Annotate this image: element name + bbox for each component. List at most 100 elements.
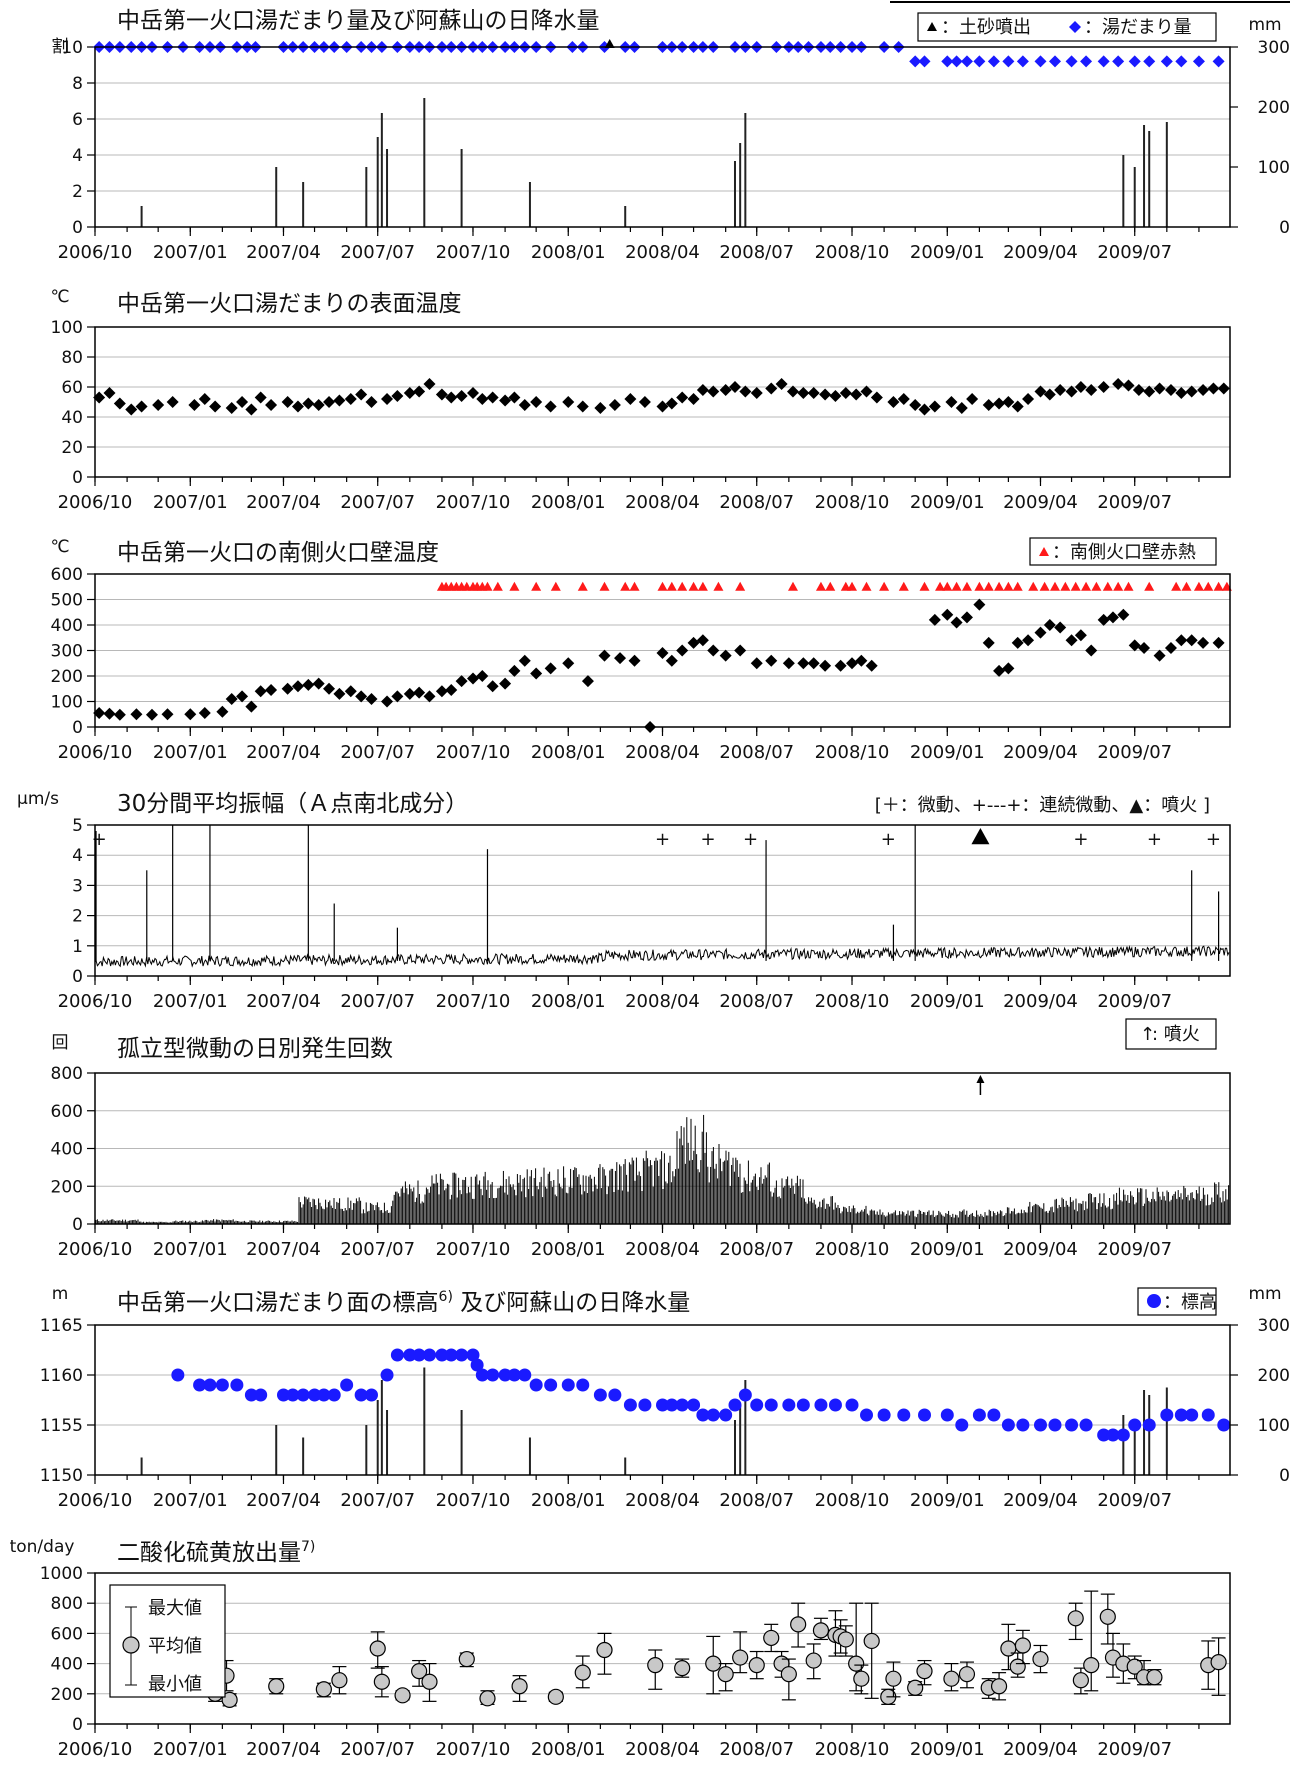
surface-temp-point [594, 402, 607, 414]
wall-temp-point [216, 705, 229, 718]
x-tick-label: 2008/01 [531, 991, 606, 1012]
wall-temp-point [628, 654, 641, 667]
surface-temp-point [982, 399, 995, 411]
wall-temp-point [1085, 644, 1098, 657]
red-glow-marker [531, 581, 542, 591]
chart-title: 30分間平均振幅（Ａ点南北成分） [117, 791, 468, 817]
elevation-point [561, 1378, 575, 1392]
wall-temp-point [1153, 649, 1166, 662]
surface-temp-point [225, 402, 238, 414]
elevation-point [860, 1408, 874, 1422]
y-tick-label: 3 [72, 876, 83, 896]
pond-volume-point [1097, 55, 1110, 68]
red-glow-marker [677, 581, 688, 591]
chart-title-tail: 及び阿蘇山の日降水量 [453, 1290, 690, 1316]
wall-temp-point [381, 695, 394, 708]
red-glow-marker [697, 581, 708, 591]
mean-point [1146, 1669, 1163, 1686]
elevation-point [828, 1398, 842, 1412]
pond-volume-point [1002, 55, 1015, 68]
surface-temp-point [797, 387, 810, 399]
mean-point [511, 1678, 528, 1695]
x-tick-label: 2008/10 [815, 991, 890, 1012]
elevation-point [1201, 1408, 1215, 1422]
mean-point [1083, 1657, 1100, 1674]
chart-title: 中岳第一火口の南側火口壁温度 [117, 540, 439, 566]
wall-temp-point [391, 690, 404, 703]
y-tick-label: 0 [72, 967, 83, 987]
left-unit: 割 [52, 37, 69, 57]
red-glow-marker [994, 581, 1005, 591]
wall-temp-point [254, 685, 267, 698]
surface-temp-point [530, 396, 543, 408]
sediment-ejection-marker [604, 39, 615, 48]
red-glow-marker [847, 581, 858, 591]
wall-temp-point [499, 677, 512, 690]
elevation-point [764, 1398, 778, 1412]
red-glow-legend-icon [1039, 547, 1049, 556]
mean-point [394, 1687, 411, 1704]
surface-temp-point [403, 387, 416, 399]
red-glow-marker [509, 581, 520, 591]
x-tick-label: 2006/10 [58, 1739, 133, 1760]
surface-temp-point [739, 385, 752, 398]
elevation-point [728, 1398, 742, 1412]
red-glow-marker [620, 581, 631, 591]
legend: ：土砂噴出 ：湯だまり量 [917, 12, 1217, 42]
pond-volume-point [909, 55, 922, 68]
red-glow-marker [1060, 581, 1071, 591]
x-tick-label: 2008/07 [719, 991, 794, 1012]
elevation-point [845, 1398, 859, 1412]
wall-temp-point [598, 649, 611, 662]
surface-temp-point [860, 385, 873, 398]
x-tick-label: 2008/01 [531, 492, 606, 513]
wall-temp-point [1117, 608, 1130, 621]
wall-temp-point [1011, 636, 1024, 649]
mean-point [705, 1655, 722, 1672]
surface-temp-point [1164, 384, 1177, 396]
wall-temp-point [1212, 636, 1225, 649]
x-tick-label: 2008/01 [531, 1490, 606, 1511]
surface-temp-point [209, 400, 222, 413]
mean-point [907, 1679, 924, 1696]
pond-volume-point [950, 55, 963, 68]
x-tick-label: 2009/07 [1097, 242, 1172, 263]
red-glow-marker [935, 581, 946, 591]
left-unit: m [52, 1284, 69, 1304]
x-tick-label: 2007/04 [246, 742, 321, 763]
y-tick-label: 1150 [40, 1466, 83, 1486]
wall-temp-point [435, 685, 448, 698]
wall-temp-point [145, 708, 158, 721]
surface-temp-point [344, 393, 357, 405]
elevation-point [1065, 1418, 1079, 1432]
y-tick-label: 4 [72, 146, 83, 166]
wall-temp-point [846, 657, 859, 670]
x-tick-label: 2007/04 [246, 1239, 321, 1260]
wall-temp-point [973, 598, 986, 611]
mean-point [369, 1640, 386, 1657]
surface-temp-point [928, 400, 941, 413]
elevation-point [486, 1368, 500, 1382]
right-unit: mm [1248, 1284, 1281, 1304]
surface-temp-point [728, 381, 741, 393]
mean-point [885, 1670, 902, 1687]
pond-volume-point [941, 55, 954, 68]
x-tick-label: 2007/10 [436, 742, 511, 763]
x-tick-label: 2007/10 [436, 242, 511, 263]
x-tick-label: 2007/04 [246, 492, 321, 513]
red-glow-marker [1070, 581, 1081, 591]
mean-point [647, 1657, 664, 1674]
mean-point [837, 1631, 854, 1648]
y-tick-label: 2 [72, 182, 83, 202]
right-tick-label: 100 [1258, 1416, 1290, 1436]
surface-temp-point [254, 391, 267, 404]
red-glow-marker [1144, 581, 1155, 591]
red-glow-marker [1193, 581, 1204, 591]
surface-temp-point [245, 403, 258, 416]
wall-temp-point [423, 690, 436, 703]
y-tick-label: 20 [61, 438, 83, 458]
x-tick-label: 2008/10 [815, 242, 890, 263]
mean-point [1014, 1637, 1031, 1654]
x-tick-label: 2008/04 [625, 1239, 700, 1260]
